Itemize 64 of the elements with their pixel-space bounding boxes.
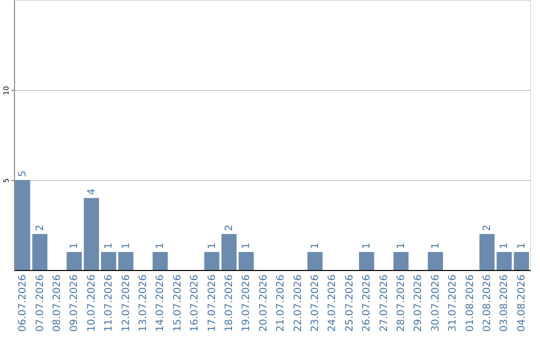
data-label: 1 [430,242,442,249]
data-label: 1 [310,242,321,249]
data-label: 1 [206,242,218,249]
data-label: 1 [362,242,373,249]
x-tick-label: 04.08.2026 [516,274,528,332]
data-label: 1 [241,242,252,249]
bar [15,180,30,270]
bar [238,252,254,270]
bar [479,234,495,270]
data-label: 1 [155,242,166,249]
x-tick-label: 21.07.2026 [276,274,287,332]
bar [359,252,374,270]
x-tick-label: 24.07.2026 [327,274,338,332]
bar [101,252,116,270]
bar [84,198,99,270]
x-tick-label: 16.07.2026 [190,274,201,332]
data-label: 1 [104,242,115,249]
x-tick-label: 01.08.2026 [464,274,476,332]
x-tick-label: 20.07.2026 [258,274,270,332]
bar [152,252,168,270]
bar [66,252,82,270]
x-tick-label: 28.07.2026 [396,274,407,332]
bar [393,252,409,270]
x-tick-label: 14.07.2026 [155,274,166,332]
x-tick-label: 02.08.2026 [482,274,493,332]
x-tick-label: 19.07.2026 [241,274,252,332]
x-tick-label: 26.07.2026 [362,274,373,332]
bar [307,252,323,270]
x-tick-label: 08.07.2026 [52,274,63,332]
data-label: 1 [396,242,407,249]
x-tick-label: 30.07.2026 [430,274,442,332]
data-label: 5 [18,170,29,177]
x-tick-label: 27.07.2026 [378,274,390,332]
data-label: 2 [34,224,46,231]
x-tick-label: 29.07.2026 [413,274,424,332]
x-tick-label: 17.07.2026 [206,274,218,332]
data-label: 1 [69,242,80,249]
bar [221,234,237,270]
bar [118,252,134,270]
x-tick-label: 07.07.2026 [34,274,46,332]
x-tick-label: 31.07.2026 [448,274,459,332]
x-tick-label: 12.07.2026 [120,274,132,332]
bar [204,252,220,270]
x-tick-label: 15.07.2026 [172,274,184,332]
data-label: 1 [499,242,510,249]
x-tick-label: 13.07.2026 [138,274,149,332]
x-tick-label: 06.07.2026 [18,274,29,332]
data-label: 2 [482,224,493,231]
x-tick-label: 22.07.2026 [292,274,304,332]
bar [514,252,529,270]
bar [32,234,48,270]
x-tick-label: 11.07.2026 [104,274,115,332]
x-tick-label: 23.07.2026 [310,274,321,332]
x-tick-label: 03.08.2026 [499,274,510,332]
x-tick-label: 09.07.2026 [69,274,80,332]
data-label: 1 [120,242,132,249]
data-label: 2 [224,224,235,231]
x-tick-label: 18.07.2026 [224,274,235,332]
bar [428,252,443,270]
bar [496,252,512,270]
data-label: 1 [516,242,528,249]
x-tick-label: 10.07.2026 [86,274,98,332]
data-label: 4 [86,188,98,195]
x-tick-label: 25.07.2026 [344,274,356,332]
